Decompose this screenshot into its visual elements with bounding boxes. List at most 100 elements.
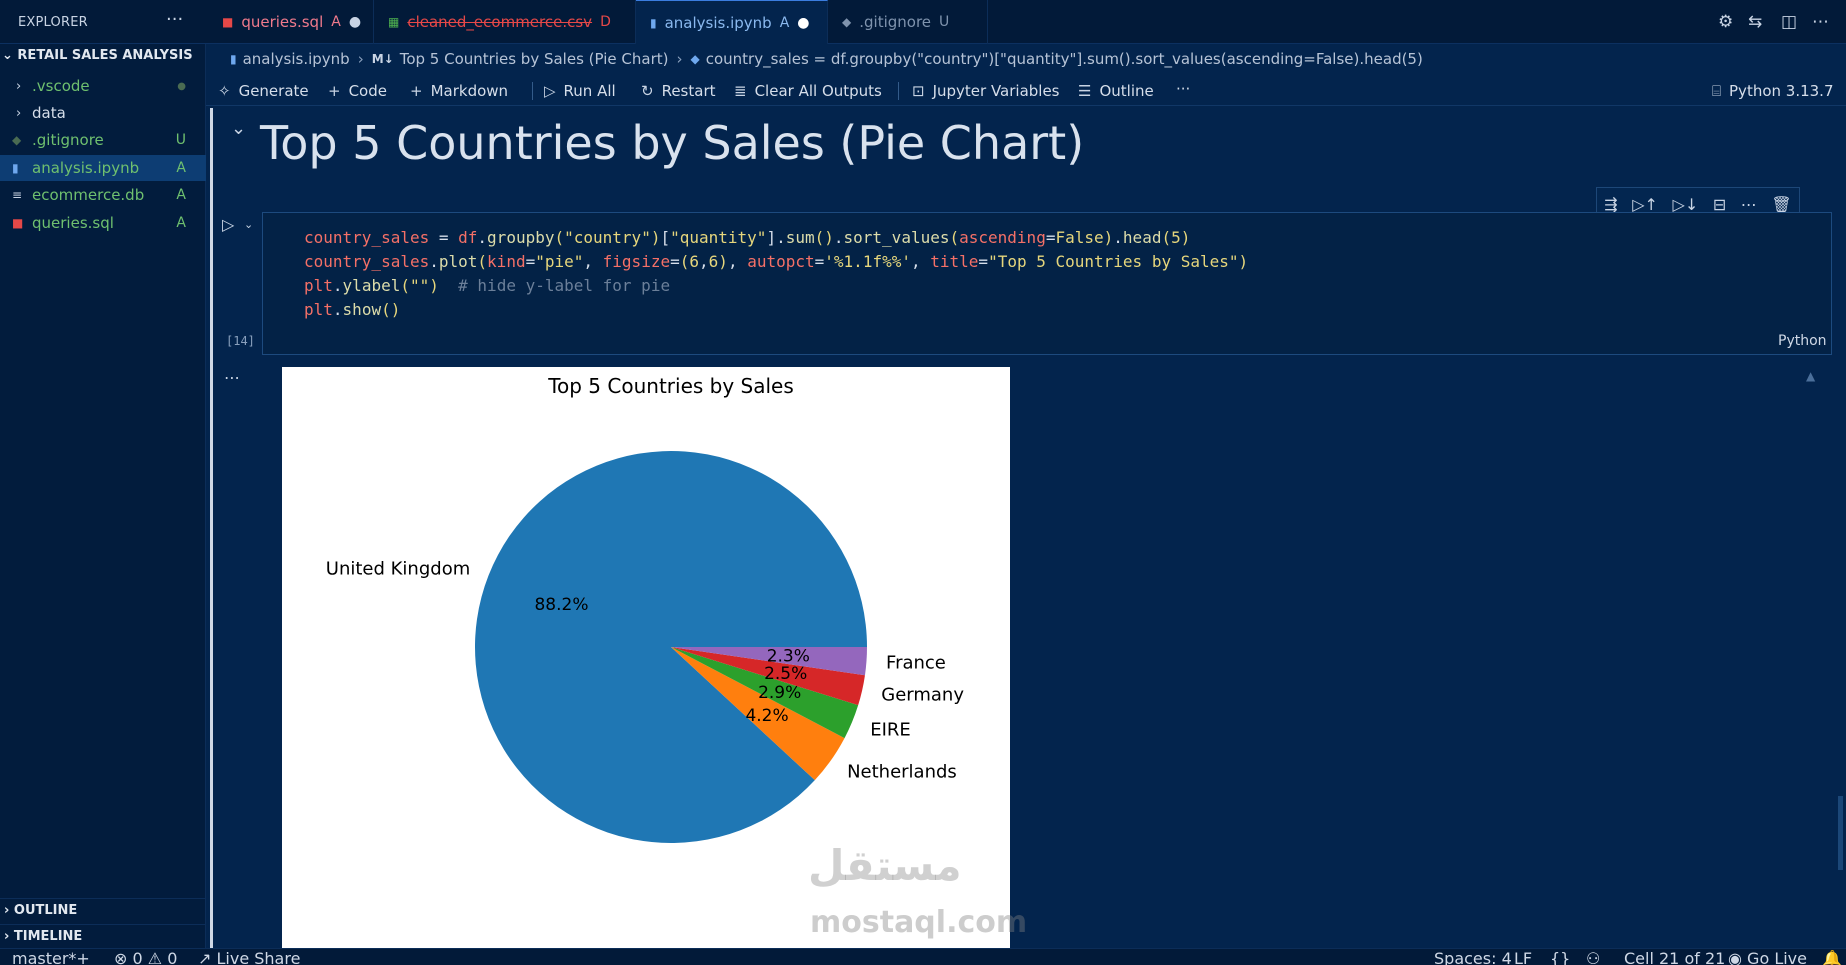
sidebar-item-data[interactable]: › data	[0, 100, 206, 126]
tab-cleaned-ecommerce-csv[interactable]: ▦ cleaned_ecommerce.csv D	[374, 0, 636, 44]
add-markdown-cell-button[interactable]: + Markdown	[410, 82, 509, 100]
add-code-cell-button[interactable]: + Code	[328, 82, 387, 100]
sidebar-item-queries-sql[interactable]: ■ queries.sql A	[0, 210, 206, 236]
indentation-indicator[interactable]: Spaces: 4	[1434, 949, 1512, 965]
code-editor[interactable]	[262, 212, 1832, 355]
explorer-title: EXPLORER	[18, 15, 88, 30]
slice-percent-label: 2.5%	[764, 664, 807, 684]
tab-bar	[0, 0, 1846, 44]
code-line-1: country_sales = df.groupby("country")["q…	[304, 228, 1191, 247]
sidebar-item-label: queries.sql	[32, 214, 114, 232]
outline-section-header[interactable]: › OUTLINE	[0, 898, 206, 922]
settings-gear-icon[interactable]: ⚙	[1718, 12, 1734, 32]
clear-all-outputs-button[interactable]: ≣ Clear All Outputs	[734, 82, 882, 100]
notebook-icon: ▮	[650, 15, 657, 30]
timeline-section-header[interactable]: › TIMELINE	[0, 924, 206, 948]
language-mode-indicator[interactable]: {}	[1550, 949, 1571, 965]
chart-title: Top 5 Countries by Sales	[547, 374, 794, 398]
chevron-right-icon: ›	[16, 105, 22, 121]
sidebar-item-gitignore[interactable]: ◆ .gitignore U	[0, 127, 206, 153]
problems-indicator[interactable]: ⊗ 0 ⚠ 0	[114, 949, 178, 965]
run-options-chevron-icon[interactable]: ⌄	[244, 218, 254, 231]
toolbar-more-button[interactable]: ···	[1176, 80, 1191, 98]
run-by-line-icon[interactable]: ⇶	[1604, 194, 1618, 214]
jupyter-variables-button[interactable]: ⊡ Jupyter Variables	[912, 82, 1060, 100]
slice-percent-label: 2.9%	[758, 683, 801, 703]
pie-slice	[671, 647, 865, 706]
run-all-button[interactable]: ▷ Run All	[544, 82, 616, 100]
chevron-right-icon: ›	[16, 78, 22, 94]
sparkle-icon: ✧	[218, 82, 231, 100]
tab-gitignore[interactable]: ◆ .gitignore U	[828, 0, 988, 44]
outline-button[interactable]: ☰ Outline	[1078, 82, 1154, 100]
sidebar-item-vscode[interactable]: › .vscode ●	[0, 73, 206, 99]
execute-above-icon[interactable]: ▷↑	[1632, 194, 1658, 214]
restart-icon: ↻	[641, 82, 654, 100]
variables-icon: ⊡	[912, 82, 925, 100]
status-badge: A	[176, 187, 186, 203]
cell-language[interactable]: Python	[1778, 333, 1827, 349]
slice-percent-label: 2.3%	[767, 646, 810, 666]
pie-slice	[474, 451, 867, 844]
more-icon[interactable]: ⋯	[1740, 194, 1757, 214]
sidebar-item-ecommerce-db[interactable]: ≡ ecommerce.db A	[0, 182, 206, 208]
breadcrumb-cell[interactable]: country_sales = df.groupby("country")["q…	[705, 50, 1423, 68]
generate-button[interactable]: ✧ Generate	[218, 82, 309, 100]
delete-trash-icon[interactable]: 🗑	[1771, 194, 1792, 214]
cell-position-indicator[interactable]: Cell 21 of 21	[1624, 949, 1726, 965]
notifications-bell-icon[interactable]: 🔔	[1822, 949, 1842, 965]
breadcrumb-file[interactable]: analysis.ipynb	[242, 50, 350, 68]
pie-slice	[671, 647, 859, 739]
split-editor-icon[interactable]: ◫	[1781, 12, 1798, 32]
tab-status: U	[939, 14, 950, 30]
copilot-icon[interactable]: ⚇	[1586, 949, 1601, 965]
git-branch[interactable]: master*+	[12, 949, 90, 965]
pie-slice	[671, 647, 867, 676]
scroll-up-icon[interactable]: ▲	[1806, 369, 1816, 383]
code-line-4: plt.show()	[304, 300, 401, 319]
tab-dirty-dot[interactable]: ●	[797, 14, 810, 31]
sidebar-item-analysis-ipynb[interactable]: ▮ analysis.ipynb A	[0, 155, 206, 181]
tab-queries-sql[interactable]: ■ queries.sql A ●	[208, 0, 374, 44]
scrollbar-thumb[interactable]	[1838, 796, 1843, 870]
slice-percent-label: 88.2%	[534, 595, 588, 615]
tab-status: A	[779, 14, 790, 31]
tab-label: .gitignore	[859, 13, 932, 31]
tab-status: D	[600, 14, 611, 30]
modified-dot: ●	[177, 80, 186, 92]
tab-dirty-dot[interactable]: ●	[348, 14, 362, 30]
collapse-chevron-icon[interactable]: ⌄	[231, 118, 247, 139]
execute-below-icon[interactable]: ▷↓	[1672, 194, 1699, 214]
eol-indicator[interactable]: LF	[1514, 949, 1533, 965]
status-badge: A	[176, 215, 186, 231]
run-cell-play-icon[interactable]: ▷	[222, 215, 235, 234]
kernel-icon: ⌸	[1712, 82, 1722, 100]
tab-label: queries.sql	[241, 13, 324, 31]
markdown-heading: Top 5 Countries by Sales (Pie Chart)	[260, 116, 1085, 170]
restart-button[interactable]: ↻ Restart	[641, 82, 716, 100]
code-line-3: plt.ylabel("") # hide y-label for pie	[304, 276, 671, 295]
compare-changes-icon[interactable]: ⇆	[1748, 12, 1763, 32]
more-actions-icon[interactable]: ⋯	[1812, 12, 1829, 32]
explorer-more-button[interactable]: ···	[166, 9, 184, 30]
breadcrumb-heading[interactable]: Top 5 Countries by Sales (Pie Chart)	[399, 50, 669, 68]
slice-category-label: Netherlands	[847, 761, 957, 782]
database-icon: ■	[12, 216, 24, 230]
status-bar	[0, 948, 1846, 965]
table-icon: ▦	[388, 15, 400, 29]
code-line-2: country_sales.plot(kind="pie", figsize=(…	[304, 252, 1249, 271]
split-cell-icon[interactable]: ⊟	[1712, 194, 1727, 214]
workspace-section-header[interactable]: ⌄ RETAIL SALES ANALYSIS	[2, 48, 193, 63]
go-live-button[interactable]: ◉ Go Live	[1728, 949, 1807, 965]
chevron-right-icon: ›	[676, 50, 683, 68]
live-share-button[interactable]: ↗ Live Share	[198, 949, 300, 965]
kernel-picker[interactable]: ⌸ Python 3.13.7	[1712, 82, 1834, 100]
sidebar-item-label: data	[32, 104, 66, 122]
sidebar-item-label: .vscode	[32, 77, 90, 95]
slice-category-label: United Kingdom	[326, 558, 470, 579]
output-more-icon[interactable]: ⋯	[224, 368, 240, 387]
execution-count: [14]	[226, 334, 255, 348]
pie-slice	[671, 647, 845, 781]
tab-analysis-ipynb[interactable]: ▮ analysis.ipynb A ●	[636, 0, 828, 44]
tab-status: A	[331, 14, 341, 30]
